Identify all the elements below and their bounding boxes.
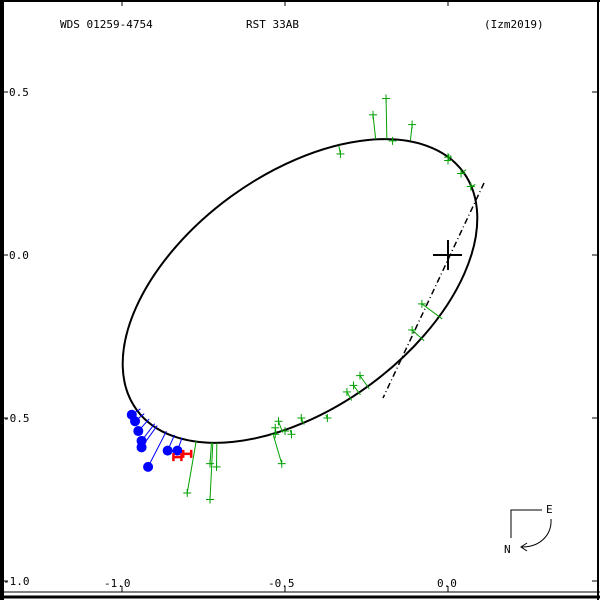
interferometric-point (172, 453, 183, 462)
primary-star-icon (433, 240, 462, 270)
micrometer-point (281, 427, 289, 436)
speckle-point (133, 426, 144, 437)
speckle-point (130, 416, 141, 427)
micrometer-point (297, 414, 306, 422)
micrometer-point (271, 430, 280, 439)
x-tick-label: -1.0 (104, 577, 131, 590)
micrometer-point (457, 169, 466, 178)
north-label: N (504, 543, 511, 556)
x-tick-label: 0.0 (437, 577, 457, 590)
wds-id-label: WDS 01259-4754 (60, 18, 153, 31)
micrometer-observations (183, 94, 476, 504)
micrometer-point (183, 488, 192, 497)
micrometer-point (349, 381, 358, 390)
y-tick-label: -1.0 (3, 575, 30, 588)
micrometer-point (342, 387, 351, 396)
micrometer-point (206, 459, 215, 468)
y-tick-label: 0.5 (9, 86, 29, 99)
east-label: E (546, 503, 553, 516)
micrometer-point (355, 371, 364, 380)
speckle-point (172, 445, 183, 456)
micrometer-point (444, 156, 452, 165)
interferometric-point (181, 449, 193, 458)
micrometer-point (277, 459, 286, 468)
micrometer-point (388, 136, 397, 145)
y-tick-label: 0.0 (9, 249, 29, 262)
micrometer-point (212, 462, 221, 471)
speckle-point (136, 442, 147, 453)
micrometer-point (336, 149, 345, 158)
y-tick-label: -0.5 (3, 412, 30, 425)
speckle-point (143, 461, 154, 472)
micrometer-point (408, 120, 417, 129)
interferometric-observations (172, 449, 193, 462)
micrometer-point (369, 110, 378, 119)
reference-label: (Izm2019) (484, 18, 544, 31)
orientation-indicator: E N (504, 503, 553, 556)
line-of-nodes (382, 182, 485, 399)
micrometer-point (323, 414, 332, 422)
micrometer-point (382, 94, 391, 103)
speckle-observations (126, 408, 183, 472)
micrometer-point (417, 299, 426, 308)
micrometer-point (287, 430, 296, 439)
micrometer-point (274, 417, 283, 426)
discoverer-label: RST 33AB (246, 18, 299, 31)
micrometer-point (408, 325, 417, 334)
micrometer-point (466, 182, 475, 191)
x-tick-label: -0.5 (268, 577, 295, 590)
micrometer-point (206, 495, 215, 504)
speckle-point (162, 445, 173, 456)
